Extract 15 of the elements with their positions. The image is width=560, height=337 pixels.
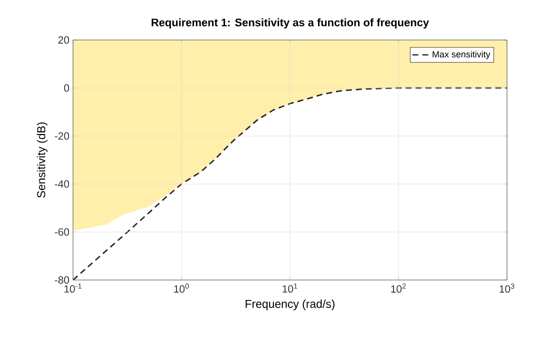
chart-title: Requirement 1: Sensitivity as a function of frequency xyxy=(152,18,429,28)
y-tick-label: -40 xyxy=(54,180,70,188)
x-tick-label: 10$^{1}$ xyxy=(282,284,298,293)
y-axis-title: Sensitivity (dB) xyxy=(36,122,48,198)
legend-label: Max sensitivity xyxy=(432,50,490,60)
y-tick-label: 0 xyxy=(64,84,70,92)
y-tick-label: -80 xyxy=(54,276,70,284)
x-axis-title: Frequency (rad/s) xyxy=(246,300,334,310)
x-tick-label: 10$^{2}$ xyxy=(391,284,406,293)
x-tick-label: 10$^{0}$ xyxy=(174,284,189,293)
y-tick-label: -20 xyxy=(54,132,70,140)
y-tick-label: 20 xyxy=(58,36,70,44)
y-tick-label: -60 xyxy=(54,228,70,236)
x-tick-label: 10$^{3}$ xyxy=(500,284,514,293)
x-tick-label: 10$^{-1}$ xyxy=(64,284,82,293)
